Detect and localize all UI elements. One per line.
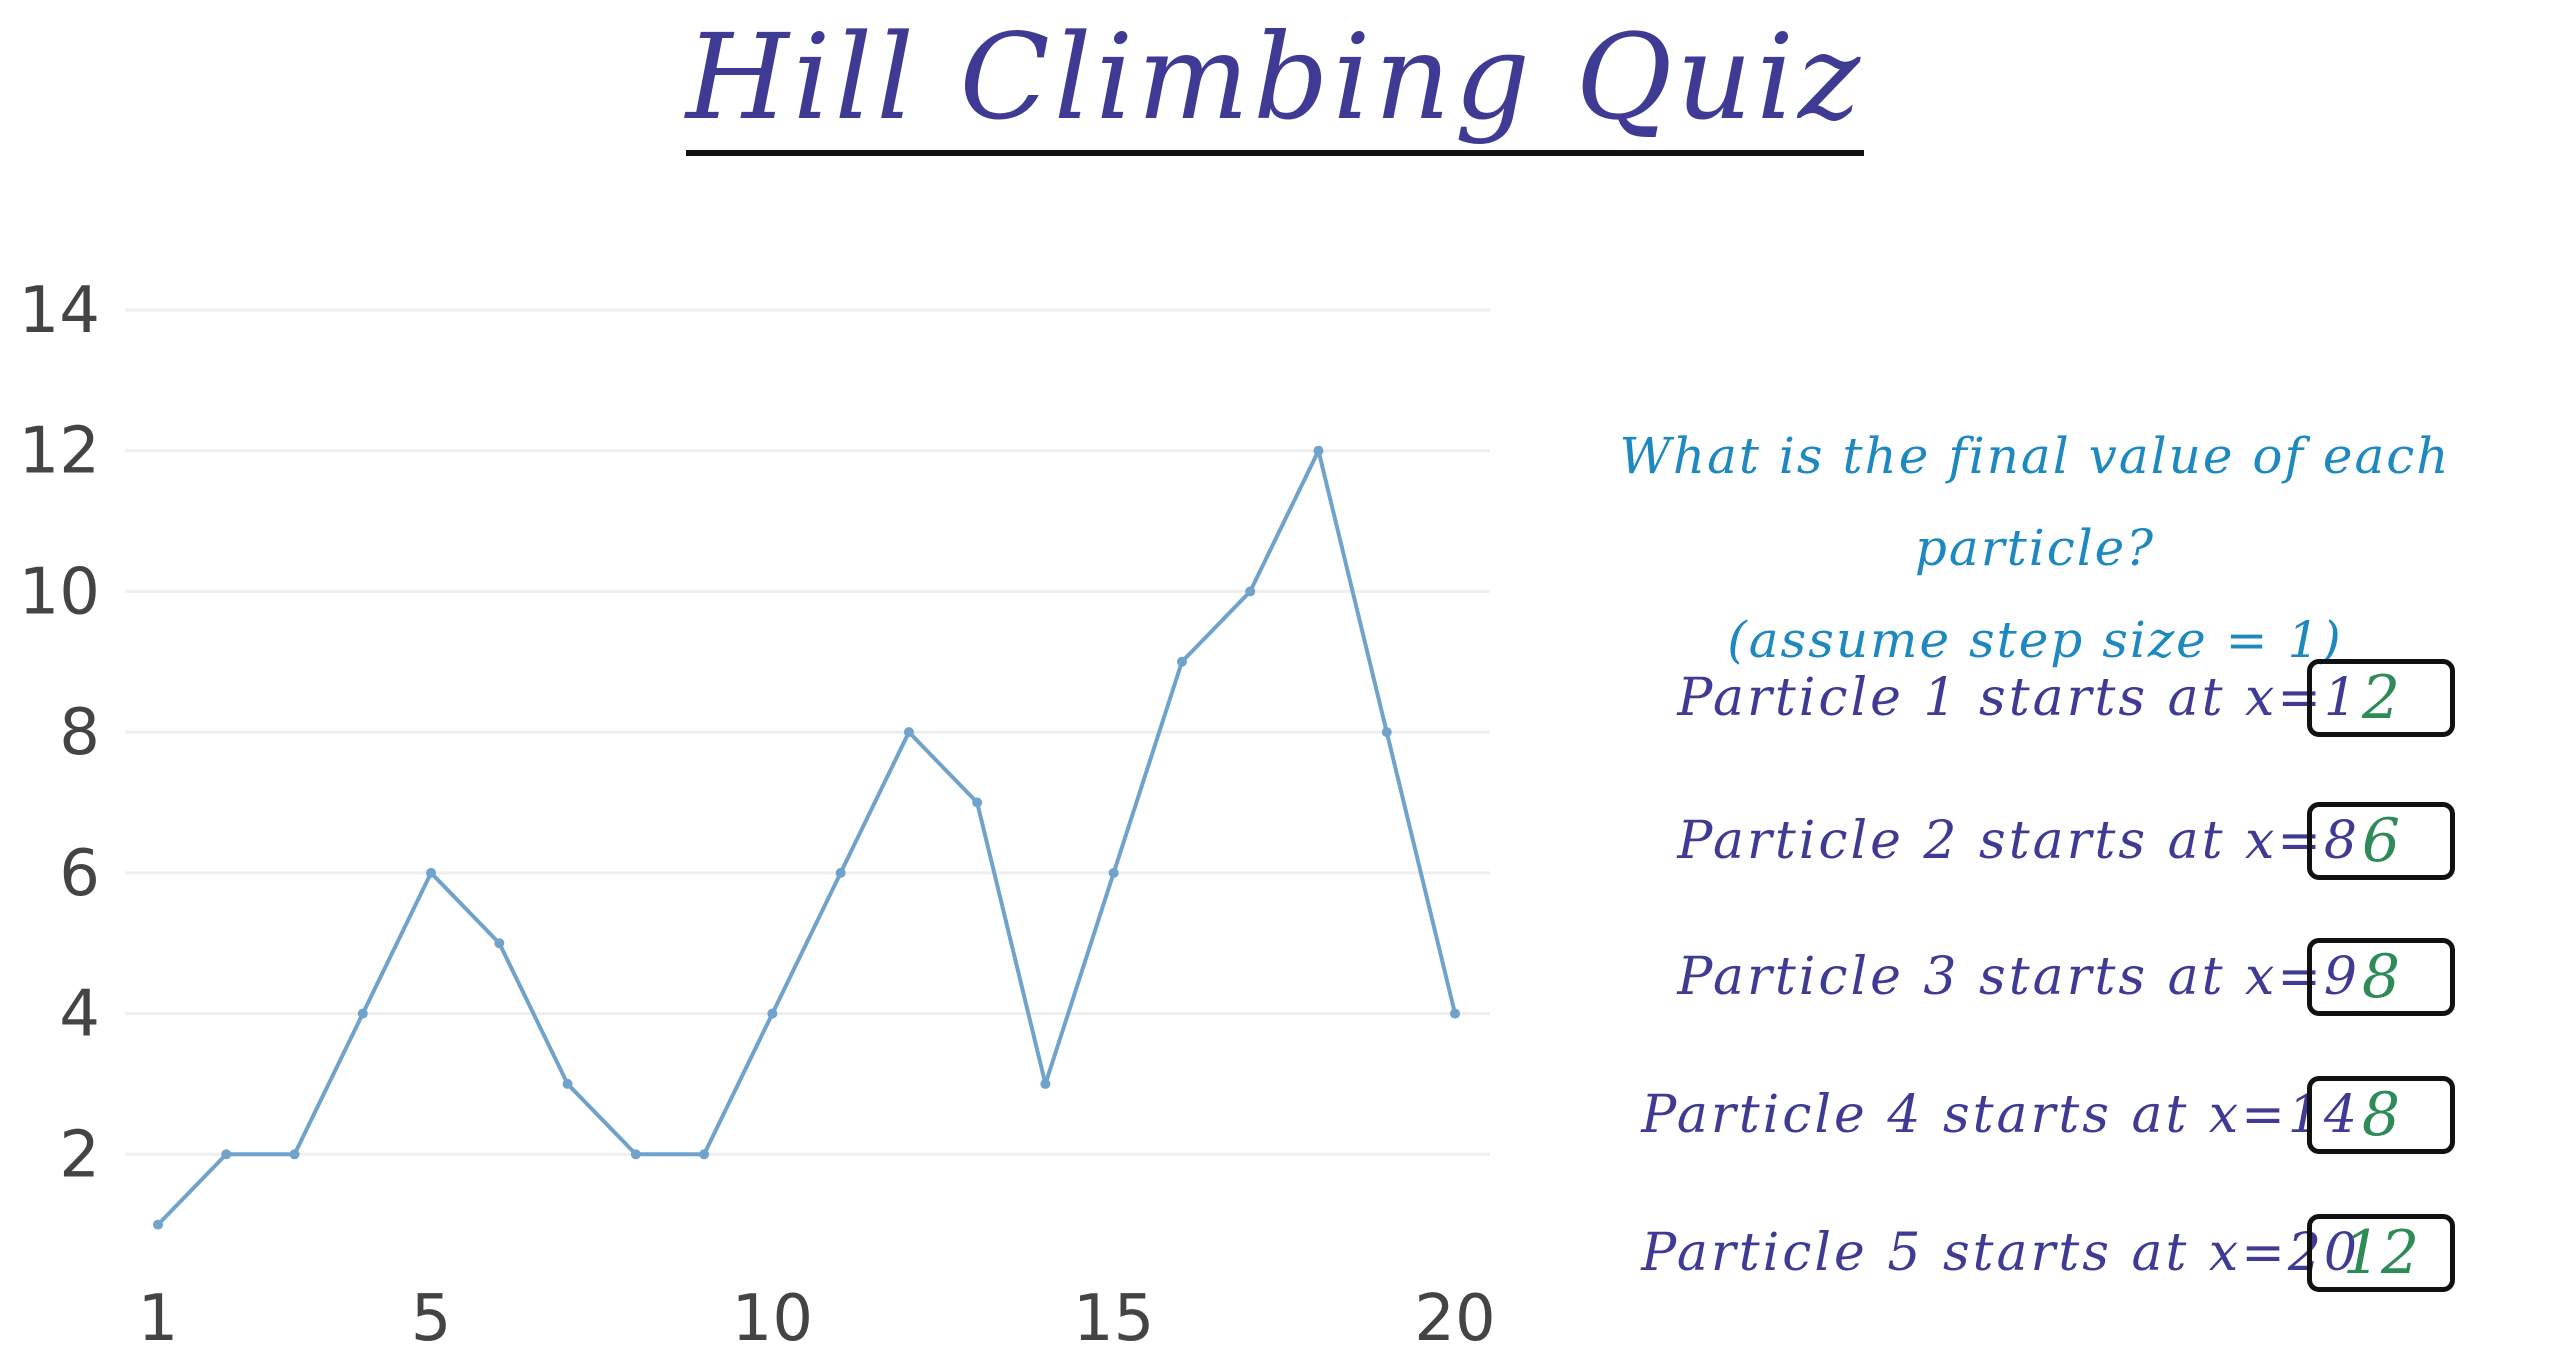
x-axis-ticks: 1 5 10 15 20 <box>138 1282 1496 1350</box>
data-point <box>1381 727 1392 738</box>
data-point <box>426 867 437 878</box>
data-points <box>153 445 1460 1230</box>
answer-box: 8 <box>2307 938 2455 1016</box>
x-tick-label: 20 <box>1414 1282 1495 1350</box>
data-point <box>630 1149 641 1160</box>
data-point <box>289 1149 300 1160</box>
data-point <box>153 1219 163 1230</box>
data-point <box>1040 1078 1051 1089</box>
data-point <box>767 1008 778 1019</box>
data-point <box>1245 586 1256 597</box>
data-point <box>494 938 505 949</box>
answer-box: 12 <box>2307 1214 2455 1292</box>
data-point <box>972 797 983 808</box>
particle-row: Particle 2 starts at x=8 6 <box>1630 796 2550 886</box>
particle-row: Particle 1 starts at x=1 2 <box>1630 653 2550 743</box>
answer-box: 8 <box>2307 1076 2455 1154</box>
particle-label: Particle 1 starts at x=1 <box>1677 668 2360 728</box>
grid-lines <box>125 308 1490 1156</box>
particle-label: Particle 3 starts at x=9 <box>1677 947 2360 1007</box>
y-tick-label: 10 <box>19 555 100 629</box>
data-point <box>562 1078 573 1089</box>
particle-row: Particle 3 starts at x=9 8 <box>1630 932 2550 1022</box>
x-tick-label: 15 <box>1073 1282 1154 1350</box>
y-tick-label: 14 <box>19 274 100 348</box>
question-note: (assume step size = 1) <box>1727 611 2343 669</box>
answer-box: 2 <box>2307 659 2455 737</box>
data-point <box>1313 445 1324 456</box>
quiz-title: Hill Climbing Quiz <box>685 8 1865 156</box>
particle-label: Particle 5 starts at x=20 <box>1641 1223 2360 1283</box>
data-point <box>1108 867 1119 878</box>
data-point <box>1176 656 1187 667</box>
y-tick-label: 6 <box>59 837 100 911</box>
data-point <box>1450 1008 1460 1019</box>
x-tick-label: 5 <box>411 1282 452 1350</box>
x-tick-label: 10 <box>732 1282 813 1350</box>
data-point <box>903 727 914 738</box>
particle-row: Particle 5 starts at x=20 12 <box>1630 1208 2550 1298</box>
y-tick-label: 4 <box>59 978 100 1052</box>
y-tick-label: 8 <box>59 696 100 770</box>
data-point <box>221 1149 232 1160</box>
series-line <box>156 448 1457 1227</box>
question-block: What is the final value of each particle… <box>1520 410 2550 686</box>
y-tick-label: 2 <box>59 1118 100 1192</box>
quiz-title-area: Hill Climbing Quiz <box>0 0 2550 170</box>
y-axis-ticks: 2 4 6 8 10 12 14 <box>19 274 100 1192</box>
question-text: What is the final value of each particle… <box>1619 427 2451 577</box>
y-tick-label: 12 <box>19 415 100 489</box>
particle-row: Particle 4 starts at x=14 8 <box>1630 1070 2550 1160</box>
particle-label: Particle 4 starts at x=14 <box>1641 1085 2360 1145</box>
x-tick-label: 1 <box>138 1282 179 1350</box>
particle-label: Particle 2 starts at x=8 <box>1677 811 2360 871</box>
data-point <box>835 867 846 878</box>
answer-box: 6 <box>2307 802 2455 880</box>
data-point <box>699 1149 710 1160</box>
data-point <box>357 1008 368 1019</box>
